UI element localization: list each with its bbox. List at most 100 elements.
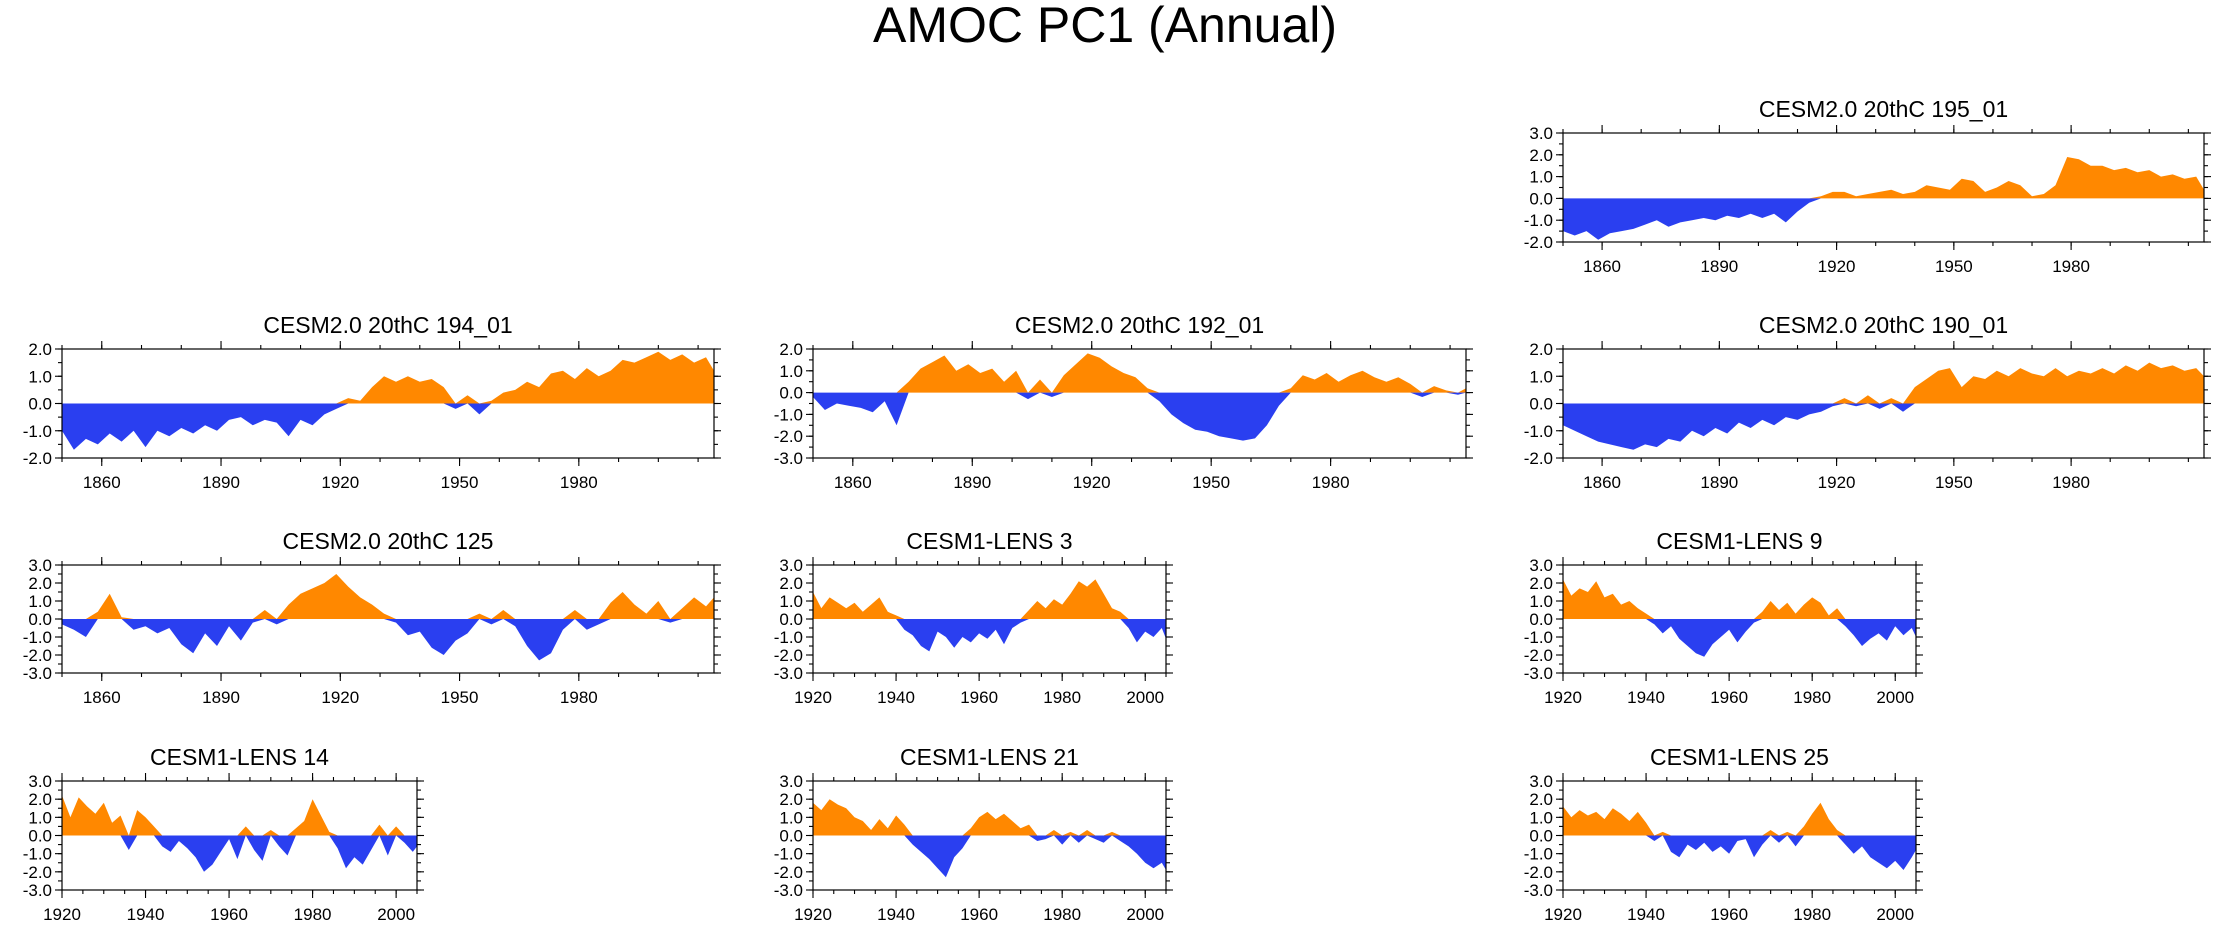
chart-lens-9-ytick-label: -3.0 [1524,664,1553,683]
chart-195-01-ytick-label: 0.0 [1529,189,1553,208]
chart-192-01-ytick-label: -1.0 [774,405,803,424]
chart-lens-3-ytick-label: 3.0 [779,556,803,575]
chart-194-01-xtick-label: 1980 [560,473,598,492]
chart-190-01-xtick-label: 1920 [1818,473,1856,492]
chart-125-negative-area [62,619,714,661]
chart-lens-3-xtick-label: 2000 [1126,688,1164,707]
chart-lens-3-xtick-label: 1940 [877,688,915,707]
chart-125-xtick-label: 1980 [560,688,598,707]
chart-192-01-xtick-label: 1890 [953,473,991,492]
chart-lens-14-xtick-label: 1940 [127,905,165,924]
chart-lens-3-ytick-label: -2.0 [774,646,803,665]
chart-lens-14-ytick-label: 0.0 [28,827,52,846]
chart-190-01-title: CESM2.0 20thC 190_01 [1759,312,2008,338]
chart-lens-14-title: CESM1-LENS 14 [150,744,329,770]
chart-lens-21: 3.02.01.00.0-1.0-2.0-3.0 1920 1940 1960 1980… [774,744,1173,924]
chart-lens-25-ytick-label: 3.0 [1529,772,1553,791]
chart-125-ytick-label: 2.0 [28,574,52,593]
chart-190-01-xtick-label: 1860 [1583,473,1621,492]
chart-190-01-ytick-label: -2.0 [1524,449,1553,468]
chart-lens-25-ytick-label: -3.0 [1524,881,1553,900]
chart-lens-25-xtick-label: 1940 [1627,905,1665,924]
chart-195-01-positive-area [1563,157,2204,199]
chart-192-01-frame [812,348,1467,459]
chart-lens-14-ytick-label: -1.0 [23,845,52,864]
chart-lens-14-xtick-label: 2000 [377,905,415,924]
chart-125-ytick-label: 0.0 [28,610,52,629]
chart-lens-9-ytick-label: 2.0 [1529,574,1553,593]
chart-125-xtick-label: 1860 [83,688,121,707]
chart-190-01-ytick-label: 0.0 [1529,395,1553,414]
chart-lens-9-ytick-label: 3.0 [1529,556,1553,575]
chart-lens-21-title: CESM1-LENS 21 [900,744,1079,770]
chart-125-xtick-label: 1950 [441,688,479,707]
chart-195-01-xtick-label: 1950 [1935,257,1973,276]
chart-190-01-ytick-label: 1.0 [1529,367,1553,386]
figure-title: AMOC PC1 (Annual) [873,0,1337,53]
chart-lens-9-positive-area [1563,579,1916,619]
chart-194-01-title: CESM2.0 20thC 194_01 [263,312,512,338]
chart-lens-14-ytick-label: 3.0 [28,772,52,791]
chart-lens-14-negative-area [62,835,417,872]
chart-194-01: 2.0 1.0 0.0 -1.0 -2.0 1860 1890 1920 1950 1980 CES… [23,312,721,492]
chart-194-01-ytick-label: 2.0 [28,340,52,359]
chart-lens-9-xtick-label: 1940 [1627,688,1665,707]
chart-lens-9-ytick-label: 1.0 [1529,592,1553,611]
chart-lens-21-ytick-label: -3.0 [774,881,803,900]
chart-195-01-negative-area [1563,198,2204,240]
chart-125-xtick-label: 1920 [321,688,359,707]
chart-194-01-ytick-label: -1.0 [23,422,52,441]
chart-194-01-xtick-label: 1860 [83,473,121,492]
chart-lens-3-xtick-label: 1960 [960,688,998,707]
chart-lens-9: 3.02.01.00.0-1.0-2.0-3.0 1920 1940 1960 1980… [1524,528,1923,707]
chart-lens-21-xtick-label: 1980 [1043,905,1081,924]
chart-194-01-xtick-label: 1950 [441,473,479,492]
chart-195-01-ytick-label: -1.0 [1524,211,1553,230]
chart-lens-21-ytick-label: 0.0 [779,827,803,846]
chart-lens-3-ytick-label: 1.0 [779,592,803,611]
chart-lens-3-ytick-label: 0.0 [779,610,803,629]
chart-194-01-ytick-label: -2.0 [23,449,52,468]
chart-195-01: 3.0 2.0 1.0 0.0 -1.0 -2.0 1860 1890 1920 1950 1980… [1524,96,2211,276]
chart-lens-21-ytick-label: 1.0 [779,808,803,827]
chart-lens-21-xtick-label: 2000 [1126,905,1164,924]
chart-190-01-ytick-label: 2.0 [1529,340,1553,359]
chart-192-01-ytick-label: 1.0 [779,362,803,381]
chart-195-01-xtick-label: 1920 [1818,257,1856,276]
chart-125-ytick-label: 1.0 [28,592,52,611]
chart-lens-3-ytick-label: 2.0 [779,574,803,593]
chart-lens-9-xtick-label: 2000 [1876,688,1914,707]
chart-195-01-xtick-label: 1980 [2052,257,2090,276]
chart-lens-14: 3.02.01.00.0-1.0-2.0-3.0 1920 1940 1960 1980… [23,744,424,924]
chart-lens-21-positive-area [813,799,1166,836]
chart-192-01-xtick-label: 1920 [1073,473,1111,492]
chart-190-01-xtick-label: 1890 [1700,473,1738,492]
chart-lens-25-title: CESM1-LENS 25 [1650,744,1829,770]
chart-lens-25-ytick-label: -1.0 [1524,845,1553,864]
chart-lens-21-xtick-label: 1940 [877,905,915,924]
chart-195-01-ytick-label: -2.0 [1524,233,1553,252]
chart-lens-14-ytick-label: -2.0 [23,863,52,882]
chart-lens-9-negative-area [1563,619,1916,657]
chart-192-01-ytick-label: 2.0 [779,340,803,359]
chart-194-01-ytick-label: 1.0 [28,367,52,386]
chart-195-01-xtick-label: 1890 [1700,257,1738,276]
chart-lens-21-ytick-label: 2.0 [779,790,803,809]
chart-125-ytick-label: -1.0 [23,628,52,647]
chart-lens-14-ytick-label: -3.0 [23,881,52,900]
chart-lens-3-title: CESM1-LENS 3 [906,528,1072,554]
chart-194-01-negative-area [62,403,714,450]
chart-lens-21-ytick-label: -2.0 [774,863,803,882]
chart-194-01-xtick-label: 1890 [202,473,240,492]
chart-125-ytick-label: -3.0 [23,664,52,683]
chart-lens-21-xtick-label: 1960 [960,905,998,924]
chart-125: 3.02.01.00.0-1.0-2.0-3.0 1860 1890 1920 1950… [23,528,721,707]
chart-lens-14-xtick-label: 1980 [294,905,332,924]
chart-195-01-ytick-label: 1.0 [1529,168,1553,187]
chart-195-01-xtick-label: 1860 [1583,257,1621,276]
chart-190-01-ytick-label: -1.0 [1524,422,1553,441]
chart-lens-3-ytick-label: -1.0 [774,628,803,647]
chart-lens-25-ytick-label: 1.0 [1529,808,1553,827]
chart-lens-14-ytick-label: 1.0 [28,808,52,827]
chart-lens-21-xtick-label: 1920 [794,905,832,924]
